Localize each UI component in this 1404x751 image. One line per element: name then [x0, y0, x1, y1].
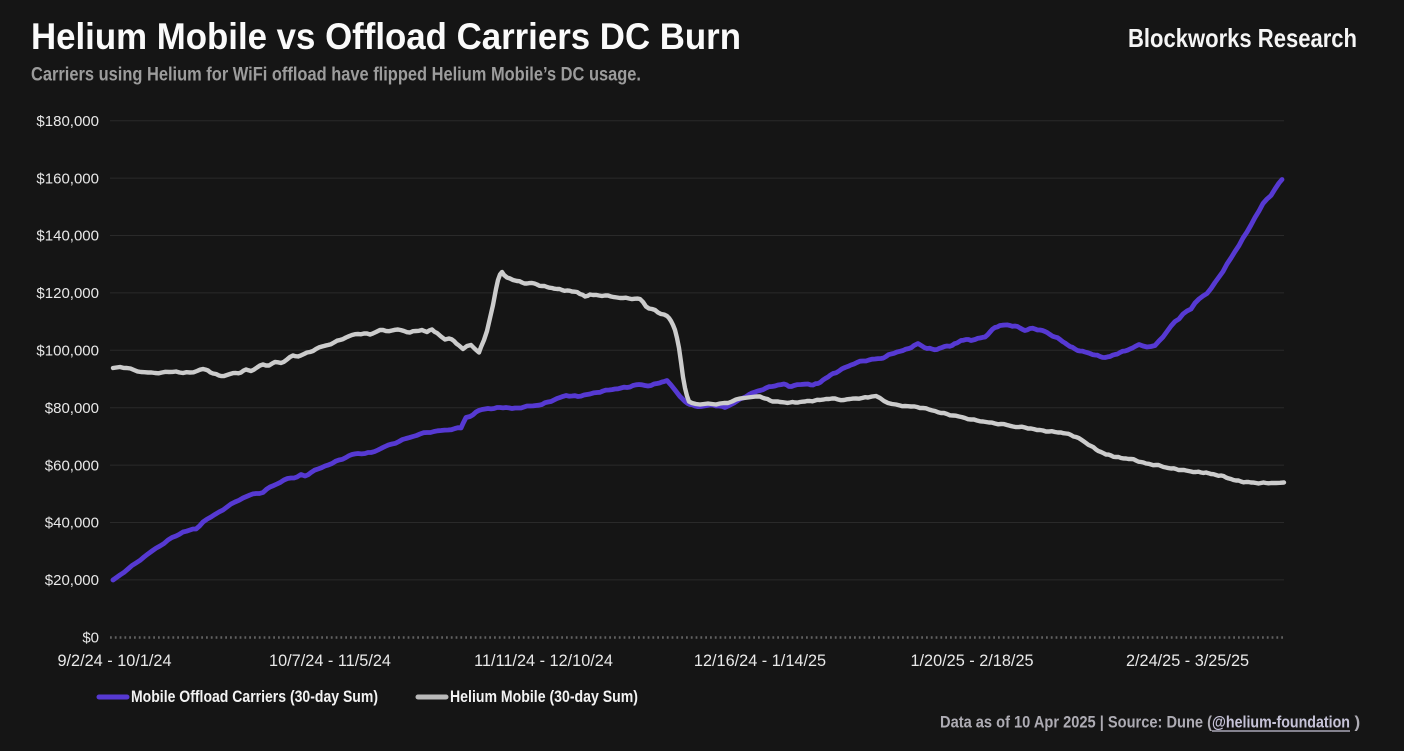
svg-text:@helium-foundation: @helium-foundation	[1212, 713, 1350, 732]
svg-text:$0: $0	[82, 630, 99, 647]
svg-text:): )	[1355, 713, 1361, 732]
svg-text:$120,000: $120,000	[36, 285, 99, 302]
svg-text:Carriers using Helium for WiFi: Carriers using Helium for WiFi offload h…	[31, 64, 641, 85]
svg-text:$60,000: $60,000	[45, 457, 99, 474]
svg-text:Data as of 10 Apr 2025 | Sourc: Data as of 10 Apr 2025 | Source: Dune (	[940, 713, 1212, 732]
svg-text:9/2/24 - 10/1/24: 9/2/24 - 10/1/24	[57, 652, 171, 670]
svg-text:10/7/24 - 11/5/24: 10/7/24 - 11/5/24	[269, 652, 391, 670]
svg-text:2/24/25 - 3/25/25: 2/24/25 - 3/25/25	[1126, 652, 1249, 670]
svg-text:$40,000: $40,000	[45, 515, 99, 532]
svg-text:$80,000: $80,000	[45, 400, 99, 417]
svg-text:Mobile Offload Carriers (30-da: Mobile Offload Carriers (30-day Sum)	[131, 687, 378, 706]
svg-text:1/20/25 - 2/18/25: 1/20/25 - 2/18/25	[910, 652, 1033, 670]
svg-text:$160,000: $160,000	[36, 170, 99, 187]
svg-text:Blockworks Research: Blockworks Research	[1128, 23, 1357, 53]
svg-text:Helium Mobile vs Offload Carri: Helium Mobile vs Offload Carriers DC Bur…	[31, 16, 741, 57]
svg-text:$140,000: $140,000	[36, 228, 99, 245]
svg-text:$20,000: $20,000	[45, 572, 99, 589]
svg-text:$100,000: $100,000	[36, 343, 99, 360]
svg-text:Helium Mobile (30-day Sum): Helium Mobile (30-day Sum)	[450, 687, 638, 706]
svg-text:$180,000: $180,000	[36, 113, 99, 130]
svg-text:11/11/24 - 12/10/24: 11/11/24 - 12/10/24	[474, 652, 613, 670]
svg-text:12/16/24 - 1/14/25: 12/16/24 - 1/14/25	[694, 652, 826, 670]
